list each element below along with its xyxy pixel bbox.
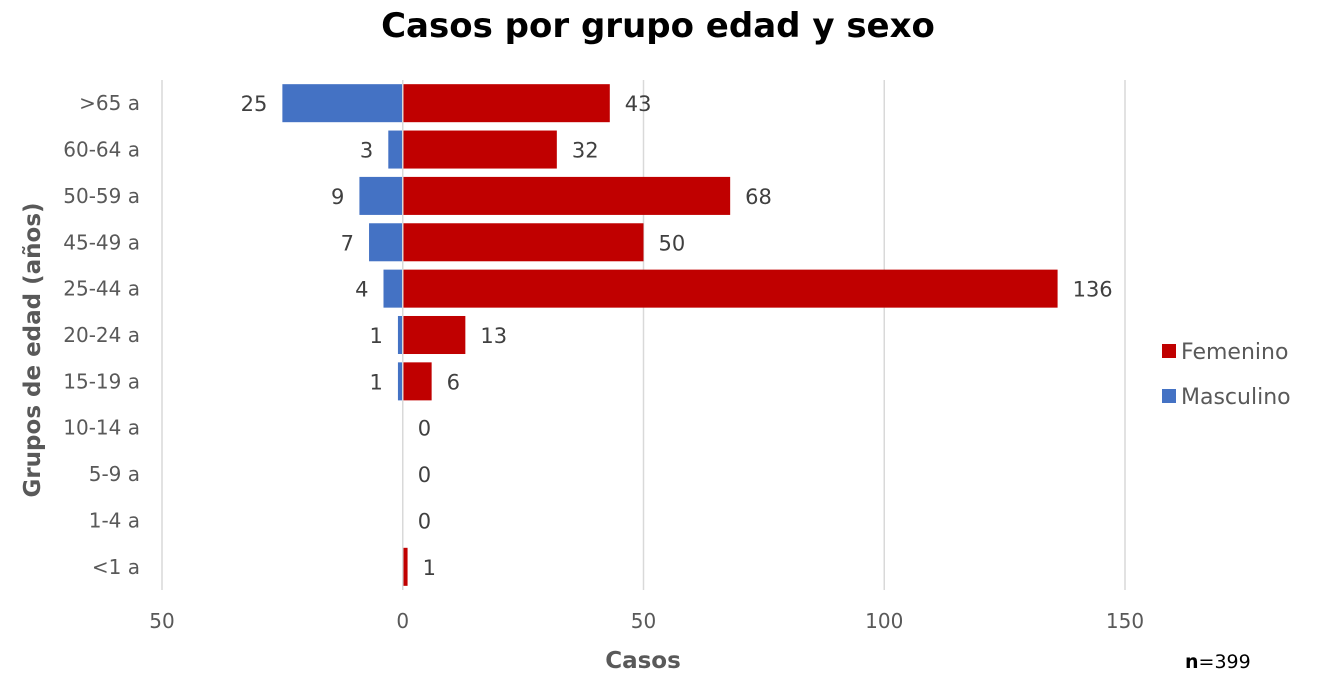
category-label: >65 a xyxy=(79,91,140,115)
category-label: 1-4 a xyxy=(89,508,140,532)
category-label: <1 a xyxy=(92,555,140,579)
category-label: 25-44 a xyxy=(63,277,140,301)
data-label-femenino: 0 xyxy=(418,417,431,441)
y-axis-title: Grupos de edad (años) xyxy=(20,202,46,497)
x-tick-label: 100 xyxy=(865,609,903,633)
legend-label-masculino: Masculino xyxy=(1181,385,1291,410)
data-label-femenino: 0 xyxy=(418,509,431,533)
sample-size-note: n=399 xyxy=(1185,651,1251,673)
category-label: 20-24 a xyxy=(63,323,140,347)
data-label-femenino: 136 xyxy=(1073,278,1113,302)
category-label: 45-49 a xyxy=(63,230,140,254)
data-label-femenino: 32 xyxy=(572,139,599,163)
gridlines xyxy=(161,80,1126,590)
data-label-femenino: 0 xyxy=(418,463,431,487)
bar-masculino xyxy=(359,176,403,215)
bar-masculino xyxy=(397,362,403,401)
bar-masculino xyxy=(397,315,403,355)
data-label-masculino: 3 xyxy=(360,139,373,163)
x-tick-label: 50 xyxy=(149,609,174,633)
data-label-masculino: 9 xyxy=(331,185,344,209)
bar-masculino xyxy=(388,130,403,169)
x-tick-label: 150 xyxy=(1106,609,1144,633)
x-tick-label: 50 xyxy=(631,609,656,633)
legend-label-femenino: Femenino xyxy=(1181,340,1288,365)
data-label-femenino: 6 xyxy=(447,370,460,394)
bar-femenino xyxy=(402,362,432,401)
data-label-femenino: 13 xyxy=(480,324,507,348)
x-tick-labels: 50 0 50 100 150 xyxy=(149,609,1144,633)
bar-femenino xyxy=(402,547,408,586)
data-label-masculino: 1 xyxy=(370,370,383,394)
legend-swatch-masculino xyxy=(1162,389,1176,403)
data-labels: 43 25 32 3 68 9 50 7 136 4 13 1 6 1 0 0 0 1 xyxy=(241,92,1113,580)
chart-title: Casos por grupo edad y sexo xyxy=(381,6,935,46)
bar-femenino xyxy=(402,176,731,215)
data-label-masculino: 25 xyxy=(241,92,268,116)
legend: Femenino Masculino xyxy=(1162,340,1291,410)
data-label-masculino: 1 xyxy=(370,324,383,348)
category-labels: >65 a 60-64 a 50-59 a 45-49 a 25-44 a 20-24 a… xyxy=(63,91,140,579)
bar-masculino xyxy=(282,84,403,123)
bar-femenino xyxy=(402,315,466,355)
data-label-femenino: 68 xyxy=(745,185,772,209)
category-label: 60-64 a xyxy=(63,138,140,162)
x-tick-label: 0 xyxy=(396,609,409,633)
bar-masculino xyxy=(383,269,403,308)
sample-size-value: =399 xyxy=(1199,651,1251,673)
bars xyxy=(282,80,1058,590)
bar-femenino xyxy=(402,84,610,123)
category-label: 50-59 a xyxy=(63,184,140,208)
bar-femenino xyxy=(402,269,1058,308)
data-label-femenino: 43 xyxy=(625,92,652,116)
data-label-femenino: 1 xyxy=(423,556,436,580)
legend-swatch-femenino xyxy=(1162,344,1176,358)
data-label-masculino: 7 xyxy=(341,231,354,255)
category-label: 5-9 a xyxy=(89,462,140,486)
x-axis-title: Casos xyxy=(605,648,681,673)
bar-masculino xyxy=(369,223,403,262)
sample-size-label: n xyxy=(1185,651,1199,673)
bar-femenino xyxy=(402,223,644,262)
data-label-femenino: 50 xyxy=(659,231,686,255)
data-label-masculino: 4 xyxy=(355,278,368,302)
category-label: 15-19 a xyxy=(63,369,140,393)
bar-femenino xyxy=(402,130,557,169)
category-label: 10-14 a xyxy=(63,416,140,440)
